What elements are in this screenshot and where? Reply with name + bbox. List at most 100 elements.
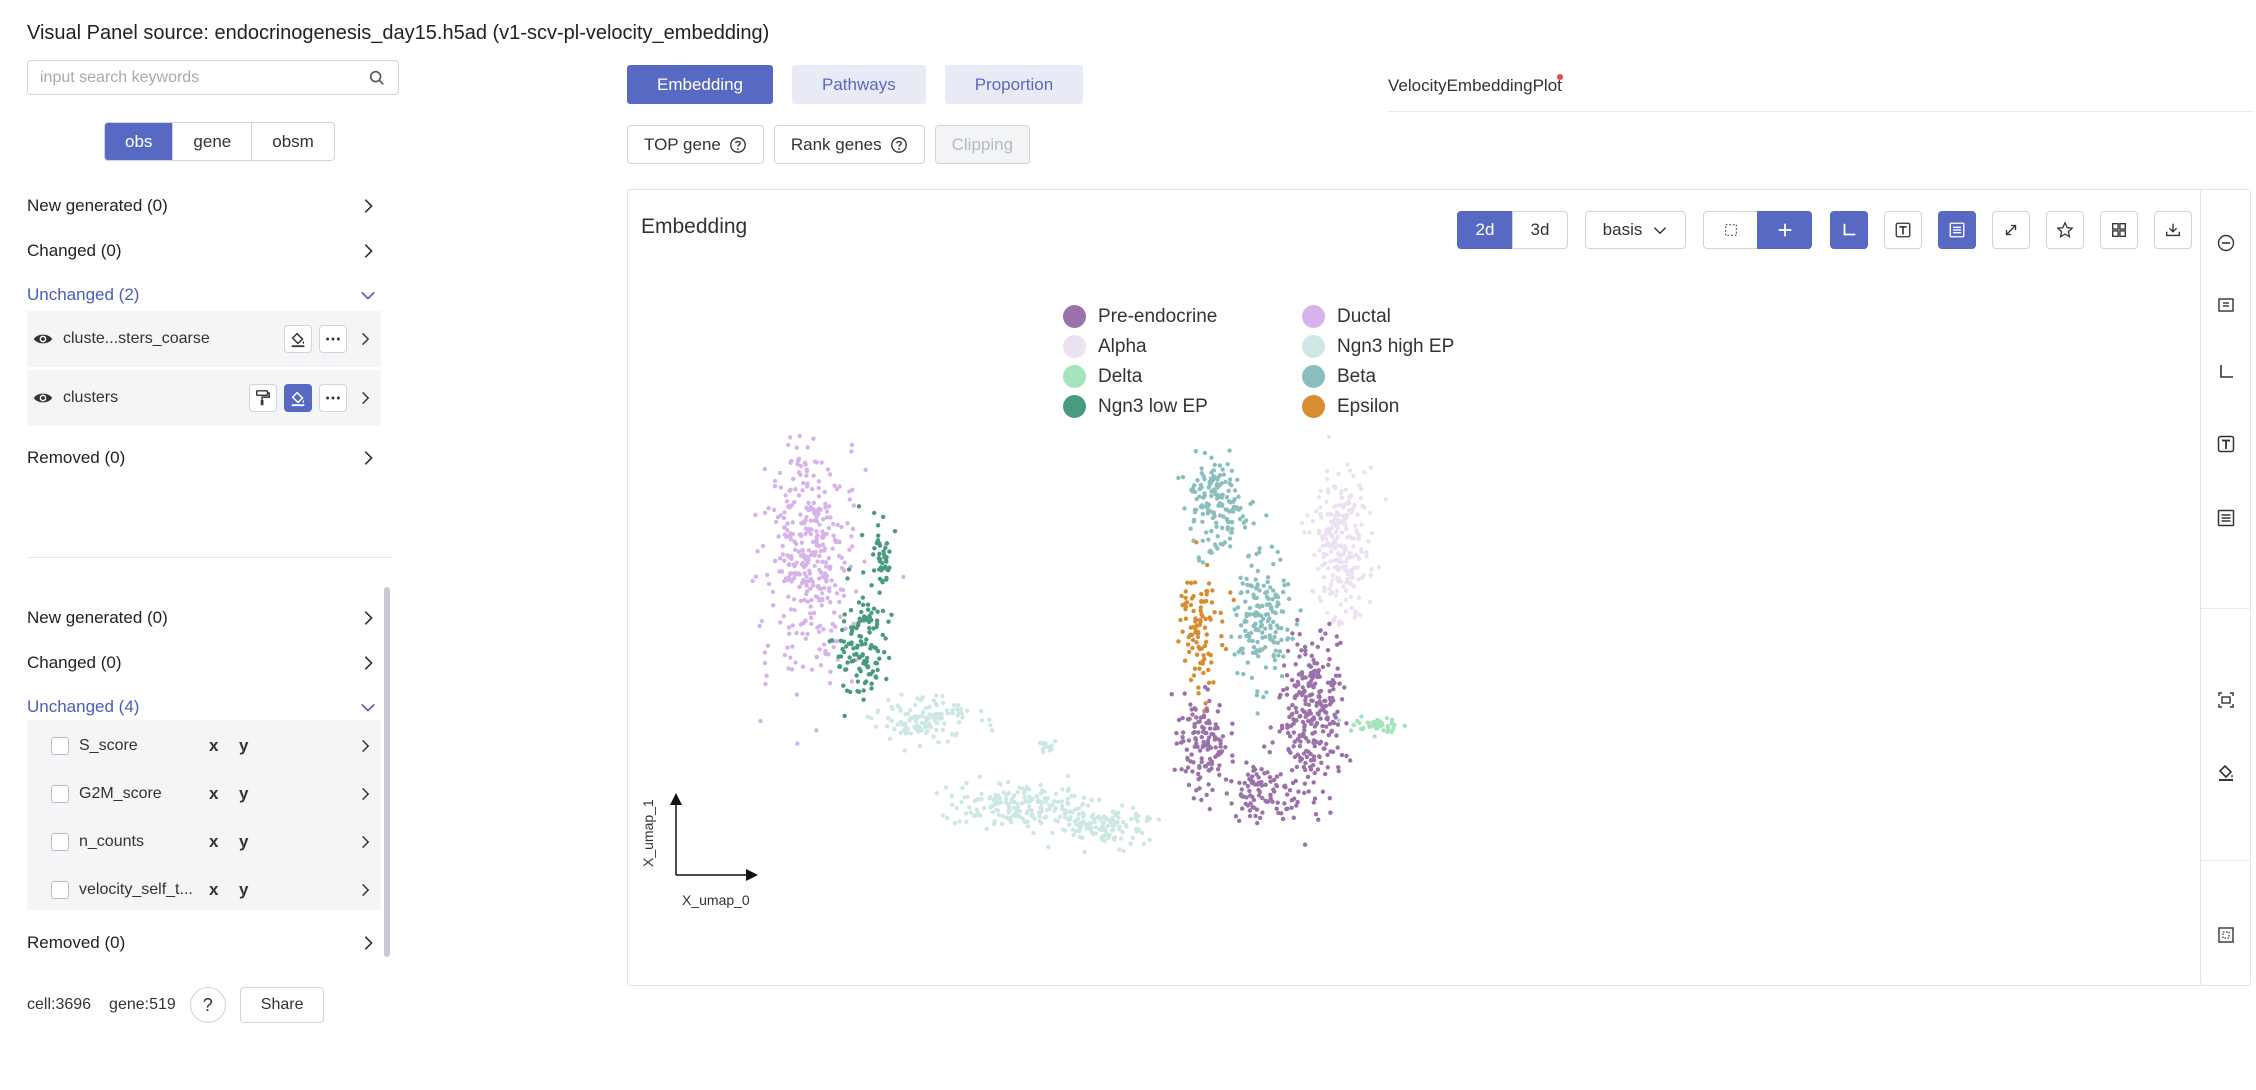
obsm-item[interactable]: n_counts x y	[27, 822, 381, 862]
scatter-point	[1197, 666, 1202, 671]
scatter-point	[757, 623, 762, 629]
axis-y-toggle[interactable]: y	[239, 880, 249, 899]
eye-icon[interactable]	[33, 388, 53, 408]
obs-changed-section[interactable]: Changed (0)	[27, 236, 377, 266]
search-input[interactable]	[40, 68, 368, 87]
segment-gene[interactable]: gene	[173, 123, 253, 160]
axis-x-toggle[interactable]: x	[209, 784, 219, 803]
scatter-point	[1274, 774, 1280, 779]
sidebar-scrollbar[interactable]	[384, 587, 390, 957]
legend-toggle-button[interactable]	[1938, 211, 1976, 249]
fit-view-icon[interactable]	[2216, 690, 2236, 710]
help-button[interactable]: ?	[189, 987, 226, 1023]
search-box[interactable]	[27, 60, 399, 95]
tab-proportion[interactable]: Proportion	[944, 65, 1084, 104]
eye-icon[interactable]	[33, 329, 53, 349]
legend-item[interactable]: Ngn3 high EP	[1302, 335, 1454, 358]
scatter-point	[1260, 647, 1265, 652]
grid-view-button[interactable]	[2100, 211, 2138, 249]
basis-select[interactable]: basis	[1585, 211, 1686, 249]
segment-obs[interactable]: obs	[105, 123, 174, 160]
axis-y-toggle[interactable]: y	[239, 784, 249, 803]
dim-3d-button[interactable]: 3d	[1512, 211, 1568, 249]
chevron-right-icon[interactable]	[357, 834, 373, 850]
axis-x-toggle[interactable]: x	[209, 736, 219, 755]
axis-x-toggle[interactable]: x	[209, 880, 219, 899]
chevron-right-icon[interactable]	[357, 390, 373, 406]
obs-new-generated-section[interactable]: New generated (0)	[27, 191, 377, 221]
tab-pathways[interactable]: Pathways	[792, 65, 926, 104]
obs-item[interactable]: cluste...sters_coarse	[27, 311, 381, 367]
axis-toggle-button[interactable]	[1830, 211, 1868, 249]
legend-item[interactable]: Epsilon	[1302, 395, 1399, 418]
obsm-removed-section[interactable]: Removed (0)	[27, 928, 377, 958]
tab-embedding[interactable]: Embedding	[627, 65, 774, 104]
obsm-checkbox[interactable]	[51, 737, 69, 755]
legend-item[interactable]: Beta	[1302, 365, 1376, 388]
chevron-right-icon[interactable]	[357, 882, 373, 898]
paint-bucket-icon[interactable]	[2216, 762, 2236, 782]
more-button[interactable]	[319, 384, 347, 412]
scatter-point	[771, 603, 776, 608]
obsm-item[interactable]: S_score x y	[27, 726, 381, 766]
obsm-item[interactable]: G2M_score x y	[27, 774, 381, 814]
lasso-select-button[interactable]	[1703, 211, 1758, 249]
obsm-item[interactable]: velocity_self_t... x y	[27, 870, 381, 910]
legend-icon[interactable]	[2216, 508, 2236, 528]
obsm-new-generated-section[interactable]: New generated (0)	[27, 603, 377, 633]
scatter-point	[995, 808, 1001, 813]
text-icon[interactable]	[2216, 434, 2236, 454]
rank-genes-label: Rank genes	[790, 134, 882, 154]
obs-removed-section[interactable]: Removed (0)	[27, 443, 377, 473]
scatter-point	[862, 680, 868, 686]
obs-unchanged-section[interactable]: Unchanged (2)	[27, 280, 377, 310]
legend-item[interactable]: Alpha	[1063, 335, 1147, 358]
obsm-checkbox[interactable]	[51, 881, 69, 899]
zoom-out-icon[interactable]	[2216, 233, 2236, 253]
rank-genes-button[interactable]: Rank genes	[773, 125, 925, 164]
legend-item[interactable]: Ductal	[1302, 305, 1391, 328]
top-gene-button[interactable]: TOP gene	[627, 125, 764, 164]
obsm-checkbox[interactable]	[51, 785, 69, 803]
chevron-down-icon	[361, 291, 375, 300]
chevron-right-icon[interactable]	[357, 786, 373, 802]
axis-x-toggle[interactable]: x	[209, 832, 219, 851]
chevron-right-icon[interactable]	[357, 738, 373, 754]
more-button[interactable]	[319, 325, 347, 353]
scatter-point	[925, 729, 930, 734]
search-icon[interactable]	[368, 69, 386, 87]
chevron-right-icon[interactable]	[357, 331, 373, 347]
scatter-point	[1221, 472, 1226, 477]
obs-item[interactable]: clusters	[27, 370, 381, 426]
fill-color-button[interactable]	[284, 384, 312, 412]
pan-button[interactable]	[1757, 211, 1812, 249]
legend-item[interactable]: Pre-endocrine	[1063, 305, 1217, 328]
scatter-point	[1264, 513, 1269, 518]
axis-y-toggle[interactable]: y	[239, 736, 249, 755]
download-button[interactable]	[2154, 211, 2192, 249]
clipping-button[interactable]: Clipping	[934, 125, 1031, 164]
embedding-scatter-plot[interactable]	[627, 430, 1527, 900]
paint-roller-button[interactable]	[249, 384, 277, 412]
dim-2d-button[interactable]: 2d	[1457, 211, 1513, 249]
fullscreen-button[interactable]	[1992, 211, 2030, 249]
fill-color-button[interactable]	[284, 325, 312, 353]
legend-item[interactable]: Delta	[1063, 365, 1142, 388]
scatter-point	[943, 785, 949, 790]
segment-obsm[interactable]: obsm	[272, 132, 314, 151]
obsm-changed-section[interactable]: Changed (0)	[27, 648, 377, 678]
share-button[interactable]: Share	[239, 987, 325, 1023]
scatter-point	[1274, 806, 1279, 811]
axis-icon[interactable]	[2216, 362, 2236, 382]
select-area-icon[interactable]	[2216, 925, 2236, 945]
scatter-point	[1032, 816, 1037, 821]
favorite-button[interactable]	[2046, 211, 2084, 249]
text-label-button[interactable]	[1884, 211, 1922, 249]
obsm-checkbox[interactable]	[51, 833, 69, 851]
scatter-point	[841, 683, 846, 688]
obsm-unchanged-section[interactable]: Unchanged (4)	[27, 692, 377, 722]
legend-item[interactable]: Ngn3 low EP	[1063, 395, 1208, 418]
scatter-point	[829, 578, 834, 583]
layout-icon[interactable]	[2216, 295, 2236, 315]
axis-y-toggle[interactable]: y	[239, 832, 249, 851]
